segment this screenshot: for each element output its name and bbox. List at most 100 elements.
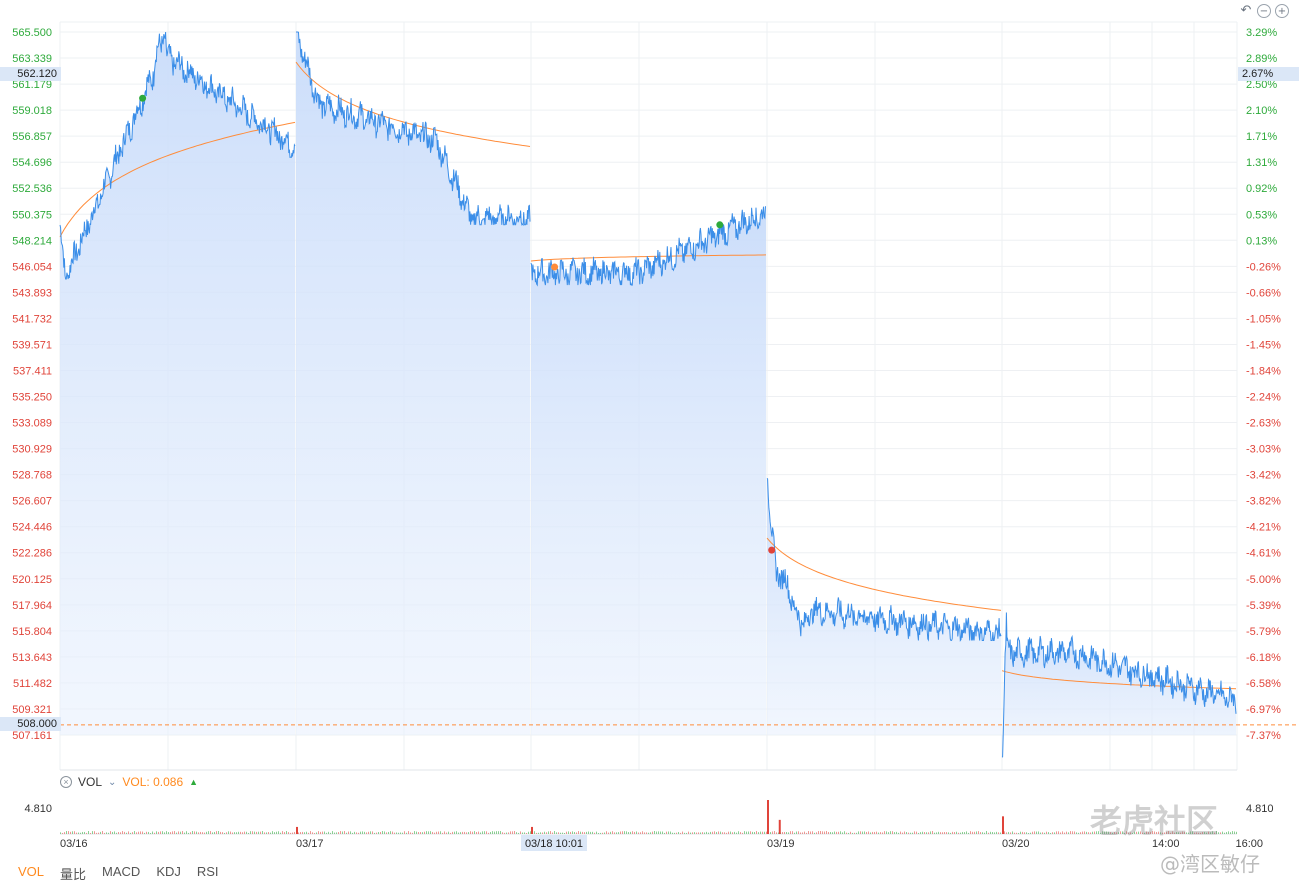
volume-bar [888,832,889,834]
volume-bar [218,831,219,834]
volume-bar [688,831,689,834]
volume-bar [138,831,139,834]
y-tick-label: -6.58% [1246,678,1281,690]
volume-bar [136,832,137,834]
volume-bar [160,831,161,834]
chevron-down-icon[interactable]: ⌄ [108,776,117,788]
volume-bar [1176,832,1177,834]
volume-bar [1122,831,1123,834]
volume-bar [548,831,549,834]
volume-bar [268,832,269,834]
volume-bar [518,832,519,834]
tab-volume-ratio[interactable]: 量比 [60,867,87,882]
tab-rsi[interactable]: RSI [196,864,219,879]
volume-bar [162,831,163,834]
volume-bar [920,832,921,834]
volume-bar [300,832,301,834]
volume-bar [1132,832,1133,834]
volume-bar [814,832,815,834]
volume-bar [1220,832,1221,834]
undo-icon[interactable]: ↶ [1240,3,1252,18]
volume-bar [822,831,823,834]
volume-bar [1148,832,1149,834]
volume-bar [170,832,171,834]
volume-bar [354,831,355,834]
volume-bar [168,832,169,834]
volume-bar [602,832,603,834]
watermark-handle: @湾区敏仔 [1160,852,1260,876]
volume-bar [700,832,701,834]
volume-bar [994,832,995,834]
volume-bar [810,831,811,834]
volume-bar [260,831,261,834]
volume-bar [600,832,601,834]
volume-bar [308,832,309,834]
volume-bar [1018,832,1019,834]
price-line-session [766,478,1002,642]
volume-bar [246,831,247,834]
volume-bar [674,832,675,834]
volume-bar [774,831,775,834]
volume-bar [436,831,437,834]
volume-bar [1066,831,1067,834]
volume-bar [630,831,631,834]
volume-bar [584,832,585,834]
volume-bar [1226,832,1227,834]
volume-bar [1108,831,1109,834]
volume-bar [114,831,115,834]
volume-bar [864,831,865,834]
zoom-out-icon[interactable]: − [1257,4,1271,18]
volume-bar [684,832,685,834]
volume-bar [358,832,359,834]
tab-macd[interactable]: MACD [102,864,141,879]
volume-bar [818,831,819,834]
volume-bar [550,831,551,834]
zoom-in-icon[interactable]: + [1275,4,1289,18]
volume-bar [374,832,375,834]
close-icon[interactable]: × [60,776,72,788]
time-axis: 03/16 03/17 03/19 03/20 16:00 14:00 03/18 10:0… [60,835,1263,851]
chart-toolbar: ↶ − + [1239,4,1289,18]
volume-bar [340,831,341,834]
volume-bar [924,832,925,834]
volume-bar [858,831,859,834]
volume-bar [736,832,737,834]
volume-bar [452,831,453,834]
volume-bar [522,832,523,834]
volume-bar [1060,832,1061,834]
volume-bar [954,832,955,834]
y-tick-label: 2.89% [1246,53,1277,65]
volume-bar [880,832,881,834]
volume-bar [220,831,221,834]
volume-bar [1230,832,1231,834]
tab-vol[interactable]: VOL [18,864,45,879]
volume-bar [128,831,129,834]
volume-bar [310,831,311,834]
volume-bar [100,831,101,834]
volume-bar [552,832,553,834]
volume-bar [610,831,611,834]
crosshair-time-label: 03/18 10:01 [525,838,583,850]
volume-bar [626,831,627,834]
tab-kdj[interactable]: KDJ [156,864,181,879]
y-tick-label: 561.179 [12,79,52,91]
volume-bar [738,831,739,834]
volume-bar [250,831,251,834]
crosshair-time-pill [521,835,587,851]
volume-bar [1192,831,1193,834]
volume-bar [366,832,367,834]
volume-bar [78,832,79,834]
volume-bar [1124,832,1125,834]
volume-bar [1080,832,1081,834]
volume-bar [544,831,545,834]
volume-bar [1216,831,1217,834]
volume-bar [998,832,999,834]
volume-bar [66,831,67,834]
volume-bar [914,831,915,834]
volume-bar [806,832,807,834]
volume-bar [1052,832,1053,834]
volume-bar [330,832,331,834]
volume-bar [922,831,923,834]
volume-bar [531,826,533,834]
